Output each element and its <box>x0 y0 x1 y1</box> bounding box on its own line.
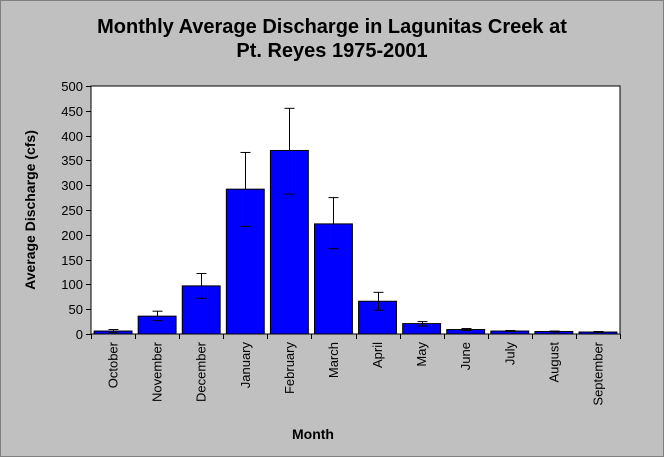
x-tick-label-july: July <box>502 342 517 366</box>
x-tick-label-november: November <box>150 341 165 402</box>
x-tick-label-february: February <box>282 342 297 395</box>
x-tick-label-march: March <box>326 342 341 378</box>
y-tick-label: 400 <box>61 129 83 144</box>
y-tick-label: 200 <box>61 228 83 243</box>
x-tick-label-december: December <box>194 341 209 402</box>
y-tick-label: 450 <box>61 104 83 119</box>
x-tick-label-august: August <box>546 342 561 383</box>
bar-june <box>446 329 486 335</box>
y-tick-label: 250 <box>61 203 83 218</box>
chart-title-line-1: Monthly Average Discharge in Lagunitas C… <box>97 16 567 38</box>
y-tick-label: 300 <box>61 178 83 193</box>
bar-april <box>358 300 397 335</box>
y-tick-label: 100 <box>61 277 83 292</box>
chart-title-line-2: Pt. Reyes 1975-2001 <box>236 40 428 62</box>
y-tick-label: 500 <box>61 79 83 94</box>
x-tick-label-may: May <box>414 342 429 367</box>
plot-area <box>90 85 621 335</box>
bar-may <box>402 323 442 335</box>
y-tick-label: 0 <box>76 327 83 342</box>
x-tick-label-june: June <box>458 342 473 370</box>
x-tick-label-january: January <box>238 342 253 389</box>
x-tick-label-september: September <box>590 341 605 405</box>
x-tick-label-october: October <box>106 341 121 388</box>
bar-december <box>181 285 221 335</box>
y-tick-label: 350 <box>61 153 83 168</box>
x-tick-label-april: April <box>370 342 385 368</box>
y-tick-label: 150 <box>61 253 83 268</box>
y-tick-label: 50 <box>69 302 83 317</box>
x-axis-label: Month <box>292 426 334 442</box>
